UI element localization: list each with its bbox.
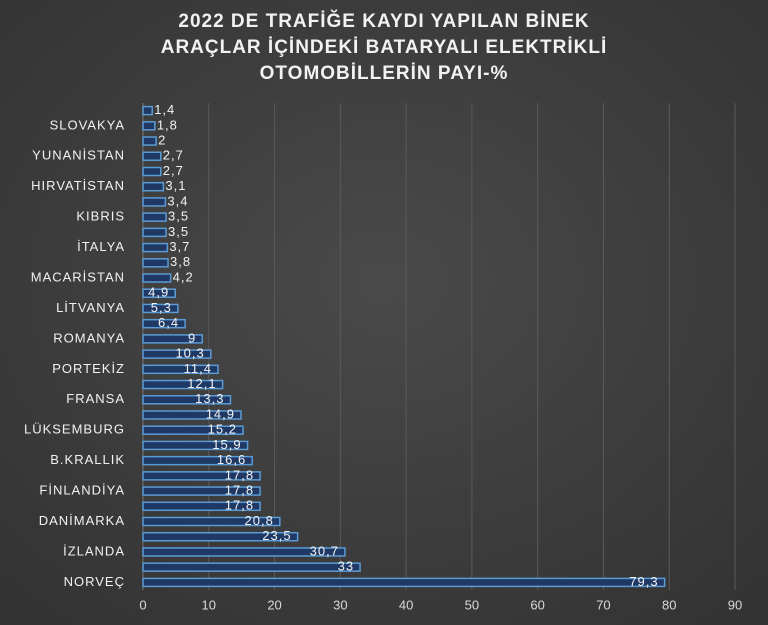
bar [142,136,157,146]
data-label: 1,4 [154,102,175,117]
bar [142,395,232,405]
bar [142,334,203,344]
data-label: 15,9 [212,437,241,452]
data-label: 12,1 [187,376,216,391]
y-tick-label: İTALYA [77,239,125,254]
bar [142,151,162,162]
bar [142,212,167,222]
bar [142,425,244,435]
x-tick-label: 90 [728,597,742,612]
data-label: 2,7 [163,163,184,178]
data-label: 23,5 [262,528,291,543]
x-tick-label: 10 [202,597,216,612]
y-tick-label: FİNLANDİYA [39,483,125,498]
data-label: 3,7 [169,239,190,254]
bar [142,486,261,496]
x-tick-label: 40 [399,597,413,612]
bar [142,349,212,359]
chart-title: OTOMOBİLLERİN PAYI-% [260,63,509,84]
y-tick-label: İZLANDA [63,543,125,558]
bar [142,258,169,268]
data-label: 17,8 [225,467,254,482]
x-tick-label: 30 [333,597,347,612]
bar [142,471,261,481]
data-label: 4,2 [173,269,194,284]
data-label: 1,8 [157,117,178,132]
y-tick-label: NORVEÇ [64,574,125,589]
data-label: 30,7 [310,543,339,558]
bar [142,410,242,420]
bar [142,501,261,512]
data-label: 79,3 [629,574,658,589]
bar [142,273,172,283]
y-tick-label: FRANSA [66,391,125,406]
y-tick-label: B.KRALLIK [50,452,125,467]
data-label: 17,8 [225,498,254,513]
data-label: 17,8 [225,483,254,498]
chart-title: ARAÇLAR İÇİNDEKİ BATARYALI ELEKTRİKLİ [161,37,608,58]
x-tick-label: 60 [530,597,544,612]
y-tick-label: YUNANİSTAN [32,148,125,163]
data-label: 15,2 [208,422,237,437]
bar [142,288,176,298]
x-tick-label: 20 [267,597,281,612]
y-tick-label: HIRVATİSTAN [31,178,125,193]
chart-title: 2022 DE TRAFİĞE KAYDI YAPILAN BİNEK [178,10,589,32]
bar [142,318,186,329]
data-label: 6,4 [158,315,179,330]
y-tick-label: LİTVANYA [56,300,125,315]
x-tick-label: 70 [596,597,610,612]
y-tick-label: PORTEKİZ [52,361,125,376]
y-tick-label: SLOVAKYA [50,117,125,132]
bar [142,242,169,253]
bar [142,440,249,451]
data-label: 14,9 [206,406,235,421]
y-tick-label: MACARİSTAN [31,269,125,284]
y-tick-label: KIBRIS [76,209,125,224]
x-tick-label: 80 [662,597,676,612]
data-label: 3,4 [167,193,188,208]
bar [142,562,361,572]
bar [142,121,156,131]
data-label: 3,5 [168,209,189,224]
data-label: 3,8 [170,254,191,269]
data-label: 3,5 [168,224,189,239]
data-label: 9 [188,330,196,345]
bar [142,181,165,192]
data-label: 11,4 [184,361,212,376]
bar [142,547,346,557]
data-label: 3,1 [165,178,186,193]
data-label: 13,3 [195,391,224,406]
bar [142,303,179,314]
data-label: 2 [158,132,166,147]
bar [142,531,299,542]
data-label: 33 [338,559,354,574]
bar [142,364,219,375]
data-label: 20,8 [245,513,274,528]
bar [142,455,253,466]
bar [142,516,281,527]
bar [142,577,666,588]
data-label: 10,3 [175,346,204,361]
bar [142,166,162,177]
data-label: 16,6 [217,452,246,467]
data-label: 4,9 [148,285,169,300]
y-tick-label: DANİMARKA [39,513,125,528]
data-label: 2,7 [163,148,184,163]
bar [142,197,167,207]
y-tick-label: ROMANYA [53,330,125,345]
bar [142,105,153,116]
bar [142,379,224,390]
y-tick-label: LÜKSEMBURG [24,422,125,437]
data-label: 5,3 [151,300,172,315]
x-tick-label: 0 [139,597,146,612]
bar [142,227,167,238]
x-tick-label: 50 [465,597,479,612]
